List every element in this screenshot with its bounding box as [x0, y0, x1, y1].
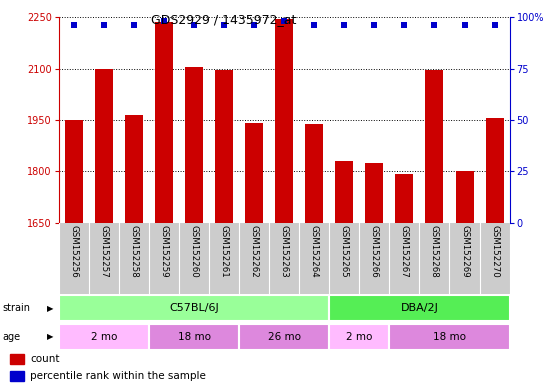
Text: ▶: ▶ — [47, 304, 54, 313]
Text: GDS2929 / 1435972_at: GDS2929 / 1435972_at — [151, 13, 297, 26]
Point — [69, 22, 78, 28]
Bar — [215, 70, 233, 223]
Text: GSM152257: GSM152257 — [99, 225, 109, 278]
Text: C57BL/6J: C57BL/6J — [169, 303, 219, 313]
Text: GSM152270: GSM152270 — [490, 225, 499, 278]
Text: 2 mo: 2 mo — [91, 332, 117, 342]
Text: strain: strain — [3, 303, 31, 313]
Bar — [395, 174, 413, 223]
Point — [250, 22, 259, 28]
Text: GSM152266: GSM152266 — [370, 225, 379, 278]
Text: 26 mo: 26 mo — [268, 332, 301, 342]
Bar — [245, 123, 263, 223]
Text: GSM152268: GSM152268 — [430, 225, 439, 278]
Text: GSM152263: GSM152263 — [279, 225, 289, 278]
Text: 18 mo: 18 mo — [178, 332, 211, 342]
Point — [460, 22, 469, 28]
Point — [189, 22, 199, 28]
Text: GSM152264: GSM152264 — [310, 225, 319, 278]
Bar — [59, 324, 149, 350]
Text: percentile rank within the sample: percentile rank within the sample — [30, 371, 206, 381]
Point — [160, 18, 169, 25]
Bar — [125, 115, 143, 223]
Text: ▶: ▶ — [47, 333, 54, 341]
Bar — [239, 324, 329, 350]
Text: DBA/2J: DBA/2J — [400, 303, 438, 313]
Text: GSM152261: GSM152261 — [220, 225, 228, 278]
Bar — [65, 120, 83, 223]
Point — [400, 22, 409, 28]
Bar — [185, 67, 203, 223]
Text: 2 mo: 2 mo — [346, 332, 372, 342]
Point — [310, 22, 319, 28]
Bar — [10, 371, 24, 381]
Text: GSM152258: GSM152258 — [129, 225, 138, 278]
Text: count: count — [30, 354, 59, 364]
Bar — [389, 324, 510, 350]
Bar — [365, 163, 384, 223]
Bar — [275, 19, 293, 223]
Bar — [59, 295, 329, 321]
Text: GSM152265: GSM152265 — [340, 225, 349, 278]
Text: 18 mo: 18 mo — [433, 332, 466, 342]
Bar — [426, 70, 444, 223]
Bar — [329, 295, 510, 321]
Point — [340, 22, 349, 28]
Bar — [329, 324, 389, 350]
Text: GSM152262: GSM152262 — [250, 225, 259, 278]
Bar — [486, 118, 503, 223]
Bar — [95, 69, 113, 223]
Bar — [335, 161, 353, 223]
Text: GSM152269: GSM152269 — [460, 225, 469, 278]
Point — [430, 22, 439, 28]
Text: age: age — [3, 332, 21, 342]
Point — [129, 22, 138, 28]
Point — [279, 18, 289, 25]
Text: GSM152259: GSM152259 — [160, 225, 169, 278]
Point — [100, 22, 109, 28]
Point — [490, 22, 499, 28]
Text: GSM152256: GSM152256 — [69, 225, 78, 278]
Bar — [305, 124, 323, 223]
Text: GSM152260: GSM152260 — [189, 225, 199, 278]
Bar — [149, 324, 239, 350]
Bar — [10, 354, 24, 364]
Bar — [155, 22, 173, 223]
Point — [370, 22, 379, 28]
Bar — [455, 171, 474, 223]
Point — [220, 22, 228, 28]
Text: GSM152267: GSM152267 — [400, 225, 409, 278]
